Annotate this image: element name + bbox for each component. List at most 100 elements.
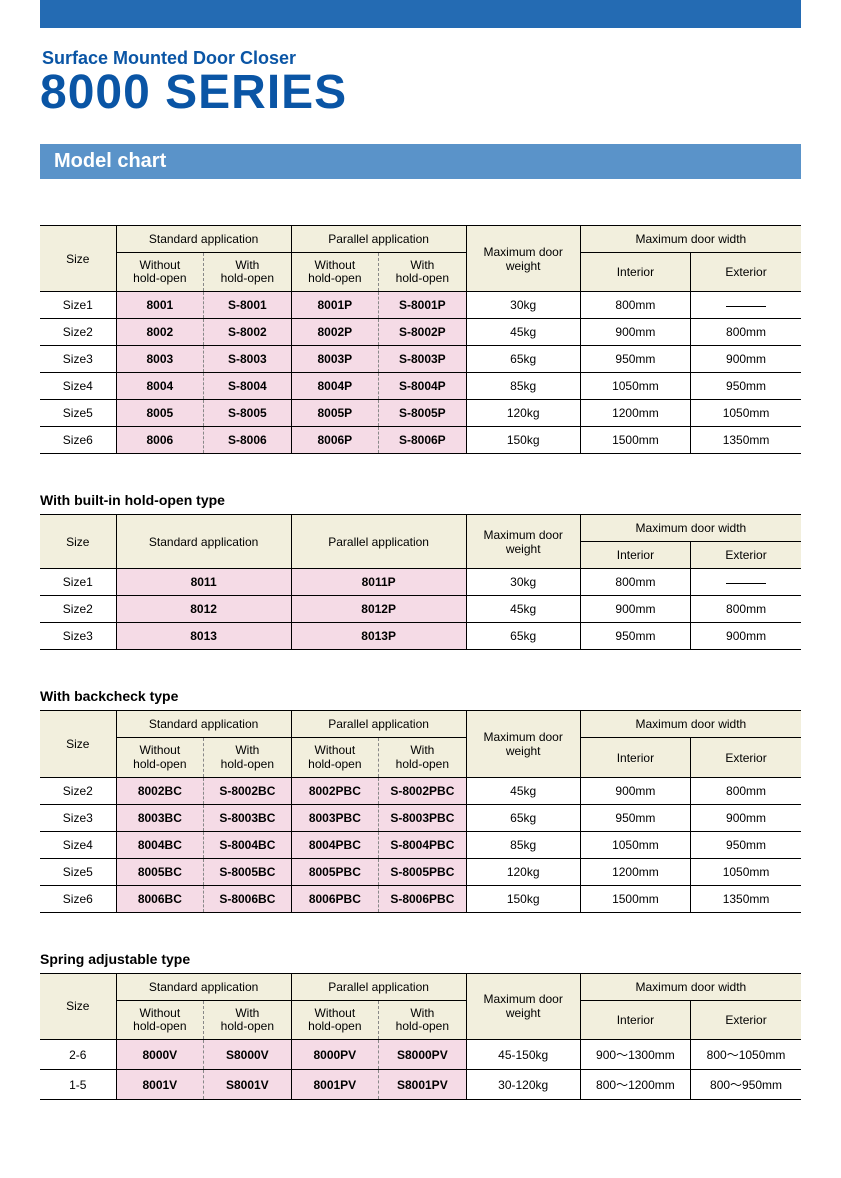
- cell-interior: 1200mm: [580, 858, 690, 885]
- cell-std-with: S-8006: [204, 427, 292, 454]
- cell-exterior: [691, 292, 801, 319]
- cell-weight: 150kg: [466, 885, 580, 912]
- model-chart-table-4: Size Standard application Parallel appli…: [40, 973, 801, 1100]
- cell-std-with: S-8004BC: [204, 831, 292, 858]
- cell-size: Size2: [40, 319, 116, 346]
- hdr-max-width: Maximum door width: [580, 973, 801, 1000]
- model-chart-table-1: Size Standard application Parallel appli…: [40, 225, 801, 454]
- cell-std-with: S-8006BC: [204, 885, 292, 912]
- hdr-par-app: Parallel application: [291, 515, 466, 569]
- cell-par-with: S-8003P: [379, 346, 467, 373]
- cell-std-without: 8005BC: [116, 858, 204, 885]
- table4-title: Spring adjustable type: [40, 951, 801, 967]
- hdr-max-weight: Maximum door weight: [466, 515, 580, 569]
- cell-weight: 45kg: [466, 596, 580, 623]
- hdr-size: Size: [40, 515, 116, 569]
- cell-size: Size1: [40, 569, 116, 596]
- cell-std-without: 8004: [116, 373, 204, 400]
- table2-title: With built-in hold-open type: [40, 492, 801, 508]
- cell-weight: 85kg: [466, 831, 580, 858]
- cell-std-with: S-8004: [204, 373, 292, 400]
- cell-par-without: 8000PV: [291, 1040, 379, 1070]
- hdr-exterior: Exterior: [691, 542, 801, 569]
- cell-std: 8013: [116, 623, 291, 650]
- hdr-max-width: Maximum door width: [580, 515, 801, 542]
- cell-exterior: 1350mm: [691, 885, 801, 912]
- cell-par: 8012P: [291, 596, 466, 623]
- cell-size: Size2: [40, 777, 116, 804]
- cell-exterior: 800mm: [691, 777, 801, 804]
- cell-par-without: 8001P: [291, 292, 379, 319]
- cell-size: Size4: [40, 831, 116, 858]
- cell-std-with: S-8002: [204, 319, 292, 346]
- cell-par-with: S-8006PBC: [379, 885, 467, 912]
- cell-std-with: S-8003: [204, 346, 292, 373]
- cell-par-without: 8004PBC: [291, 831, 379, 858]
- table-row: Size380138013P65kg950mm900mm: [40, 623, 801, 650]
- cell-exterior: 800～1050mm: [691, 1040, 801, 1070]
- cell-par-with: S-8004P: [379, 373, 467, 400]
- cell-par-without: 8003PBC: [291, 804, 379, 831]
- cell-par: 8011P: [291, 569, 466, 596]
- cell-std-without: 8000V: [116, 1040, 204, 1070]
- cell-std-without: 8005: [116, 400, 204, 427]
- cell-par-without: 8002P: [291, 319, 379, 346]
- cell-size: Size3: [40, 346, 116, 373]
- cell-par-with: S-8002P: [379, 319, 467, 346]
- cell-par-without: 8005P: [291, 400, 379, 427]
- cell-interior: 800mm: [580, 569, 690, 596]
- hdr-std-without: Withouthold-open: [116, 1000, 204, 1039]
- model-chart-table-2: Size Standard application Parallel appli…: [40, 514, 801, 650]
- cell-par: 8013P: [291, 623, 466, 650]
- cell-weight: 150kg: [466, 427, 580, 454]
- hdr-par-with: Withhold-open: [379, 1000, 467, 1039]
- cell-interior: 900mm: [580, 596, 690, 623]
- cell-interior: 900～1300mm: [580, 1040, 690, 1070]
- hdr-par-without: Withouthold-open: [291, 738, 379, 777]
- cell-weight: 65kg: [466, 346, 580, 373]
- table-row: 1-58001VS8001V8001PVS8001PV30-120kg800～1…: [40, 1070, 801, 1100]
- cell-std-with: S-8003BC: [204, 804, 292, 831]
- cell-par-without: 8002PBC: [291, 777, 379, 804]
- hdr-par-with: Withhold-open: [379, 253, 467, 292]
- page-title: 8000 SERIES: [40, 65, 801, 120]
- cell-exterior: 950mm: [691, 373, 801, 400]
- cell-std-with: S-8002BC: [204, 777, 292, 804]
- table-row: Size18001S-80018001PS-8001P30kg800mm: [40, 292, 801, 319]
- hdr-max-weight: Maximum door weight: [466, 973, 580, 1039]
- table-row: Size68006BCS-8006BC8006PBCS-8006PBC150kg…: [40, 885, 801, 912]
- cell-weight: 45kg: [466, 319, 580, 346]
- cell-interior: 800～1200mm: [580, 1070, 690, 1100]
- cell-std-without: 8003BC: [116, 804, 204, 831]
- cell-par-with: S-8006P: [379, 427, 467, 454]
- cell-par-with: S8000PV: [379, 1040, 467, 1070]
- hdr-exterior: Exterior: [691, 253, 801, 292]
- cell-std-without: 8002: [116, 319, 204, 346]
- cell-par-with: S-8003PBC: [379, 804, 467, 831]
- cell-interior: 900mm: [580, 319, 690, 346]
- cell-exterior: 950mm: [691, 831, 801, 858]
- cell-size: Size5: [40, 858, 116, 885]
- content: Surface Mounted Door Closer 8000 SERIES …: [0, 48, 841, 1178]
- table-row: Size48004BCS-8004BC8004PBCS-8004PBC85kg1…: [40, 831, 801, 858]
- cell-size: Size2: [40, 596, 116, 623]
- cell-interior: 900mm: [580, 777, 690, 804]
- cell-par-with: S-8002PBC: [379, 777, 467, 804]
- cell-weight: 30kg: [466, 569, 580, 596]
- table-row: Size28002BCS-8002BC8002PBCS-8002PBC45kg9…: [40, 777, 801, 804]
- cell-size: Size4: [40, 373, 116, 400]
- cell-par-without: 8006PBC: [291, 885, 379, 912]
- hdr-max-weight: Maximum door weight: [466, 226, 580, 292]
- cell-par-with: S-8005P: [379, 400, 467, 427]
- cell-exterior: 900mm: [691, 804, 801, 831]
- cell-par-with: S-8005PBC: [379, 858, 467, 885]
- cell-size: Size3: [40, 804, 116, 831]
- hdr-max-weight: Maximum door weight: [466, 711, 580, 777]
- hdr-par-without: Withouthold-open: [291, 1000, 379, 1039]
- cell-weight: 65kg: [466, 804, 580, 831]
- hdr-interior: Interior: [580, 1000, 690, 1039]
- table-header: Size Standard application Parallel appli…: [40, 711, 801, 777]
- hdr-exterior: Exterior: [691, 738, 801, 777]
- cell-par-with: S8001PV: [379, 1070, 467, 1100]
- cell-std-with: S-8005BC: [204, 858, 292, 885]
